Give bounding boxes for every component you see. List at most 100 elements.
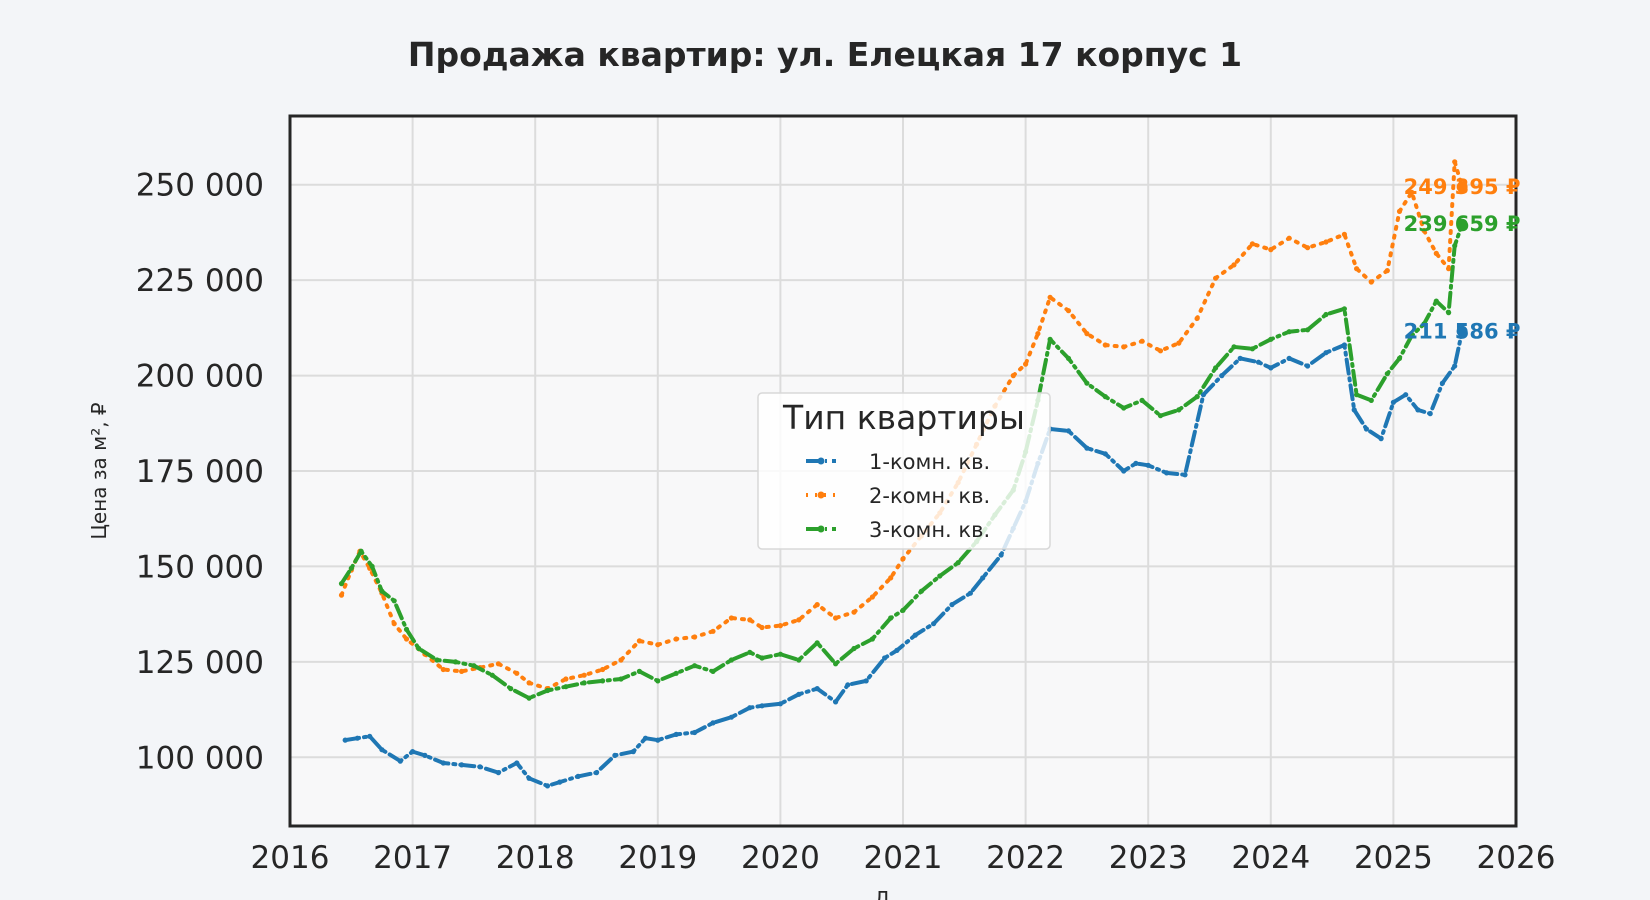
data-point <box>1421 321 1427 327</box>
legend-items: 1-комн. кв. 2-комн. кв. 3-комн. кв. <box>806 450 990 542</box>
series-line <box>343 329 1465 788</box>
data-point <box>1378 436 1384 442</box>
x-tick-label: 2026 <box>1477 840 1556 876</box>
data-point <box>1268 336 1274 342</box>
data-point <box>710 720 716 726</box>
data-point <box>1323 350 1329 356</box>
y-axis-label: Цена за м², ₽ <box>87 402 111 540</box>
data-point <box>575 773 581 780</box>
data-point <box>1035 331 1041 337</box>
data-point <box>1396 208 1403 214</box>
data-point <box>618 657 624 663</box>
data-point <box>728 714 735 720</box>
data-point <box>888 575 894 581</box>
x-tick-label: 2024 <box>1231 840 1310 876</box>
data-point <box>397 758 403 764</box>
data-point <box>814 640 820 646</box>
data-point <box>1010 373 1016 379</box>
x-tick-label: 2019 <box>618 840 697 876</box>
data-point <box>342 737 348 743</box>
legend-label: 1-комн. кв. <box>869 450 990 474</box>
data-point <box>1133 460 1139 466</box>
last-value-label: 211 586 ₽ <box>1404 319 1521 343</box>
data-point <box>1139 338 1145 344</box>
data-point <box>1384 268 1390 274</box>
data-point <box>508 686 514 692</box>
data-point <box>1231 262 1237 268</box>
data-point <box>912 632 918 638</box>
series-layer <box>338 159 1468 789</box>
data-point <box>955 560 961 566</box>
data-point <box>514 670 520 676</box>
data-point <box>514 760 520 766</box>
data-point <box>863 678 869 684</box>
data-point <box>869 636 876 642</box>
last-value-label: 239 659 ₽ <box>1404 212 1521 236</box>
data-point <box>581 672 587 678</box>
data-point <box>1409 332 1415 339</box>
data-point <box>673 731 679 738</box>
data-point <box>636 638 643 644</box>
data-point <box>636 668 643 675</box>
data-point <box>1368 397 1374 403</box>
data-point <box>1121 344 1127 350</box>
data-point <box>833 699 839 705</box>
data-point <box>1452 363 1458 369</box>
data-point <box>851 609 857 615</box>
data-point <box>600 678 606 684</box>
data-point <box>1194 394 1200 400</box>
data-point <box>544 687 551 694</box>
data-point <box>1268 247 1274 253</box>
data-point <box>796 657 802 663</box>
data-point <box>833 661 839 667</box>
data-point <box>338 592 345 598</box>
data-point <box>391 598 397 604</box>
data-point <box>391 621 397 627</box>
data-point <box>814 602 820 608</box>
data-point <box>967 590 974 596</box>
data-point <box>949 602 955 608</box>
data-point <box>1433 250 1439 256</box>
data-point <box>900 607 906 613</box>
data-point <box>710 628 716 634</box>
data-point <box>403 636 410 642</box>
data-point <box>471 663 477 669</box>
data-point <box>495 661 501 667</box>
data-point <box>495 770 501 776</box>
data-point <box>1200 392 1206 398</box>
data-point <box>434 657 440 663</box>
data-point <box>1255 359 1262 365</box>
data-point <box>1452 243 1458 249</box>
data-point <box>833 615 839 621</box>
data-point <box>1268 365 1274 371</box>
data-point <box>1396 355 1403 361</box>
data-point <box>851 645 857 652</box>
data-point <box>1305 363 1311 369</box>
data-point <box>1194 315 1200 321</box>
data-point <box>918 588 925 594</box>
data-point <box>563 684 569 690</box>
last-value-label: 249 395 ₽ <box>1404 175 1521 199</box>
data-point <box>655 678 661 684</box>
data-point <box>747 617 753 623</box>
data-point <box>845 682 851 688</box>
data-point <box>1139 397 1145 403</box>
data-point <box>1341 231 1347 237</box>
x-tick-label: 2025 <box>1354 840 1433 876</box>
data-point <box>1305 327 1311 333</box>
data-point <box>980 575 986 581</box>
data-point <box>1213 275 1219 281</box>
data-point <box>882 655 888 661</box>
y-tick-label: 175 000 <box>136 454 264 490</box>
data-point <box>777 651 784 657</box>
data-point <box>1384 371 1390 377</box>
data-point <box>747 649 753 655</box>
data-point <box>1446 310 1452 316</box>
data-point <box>581 680 587 686</box>
x-tick-label: 2017 <box>373 840 452 876</box>
x-tick-label: 2021 <box>864 840 943 876</box>
data-point <box>416 645 422 652</box>
data-point <box>1439 380 1445 386</box>
data-point <box>452 659 459 665</box>
